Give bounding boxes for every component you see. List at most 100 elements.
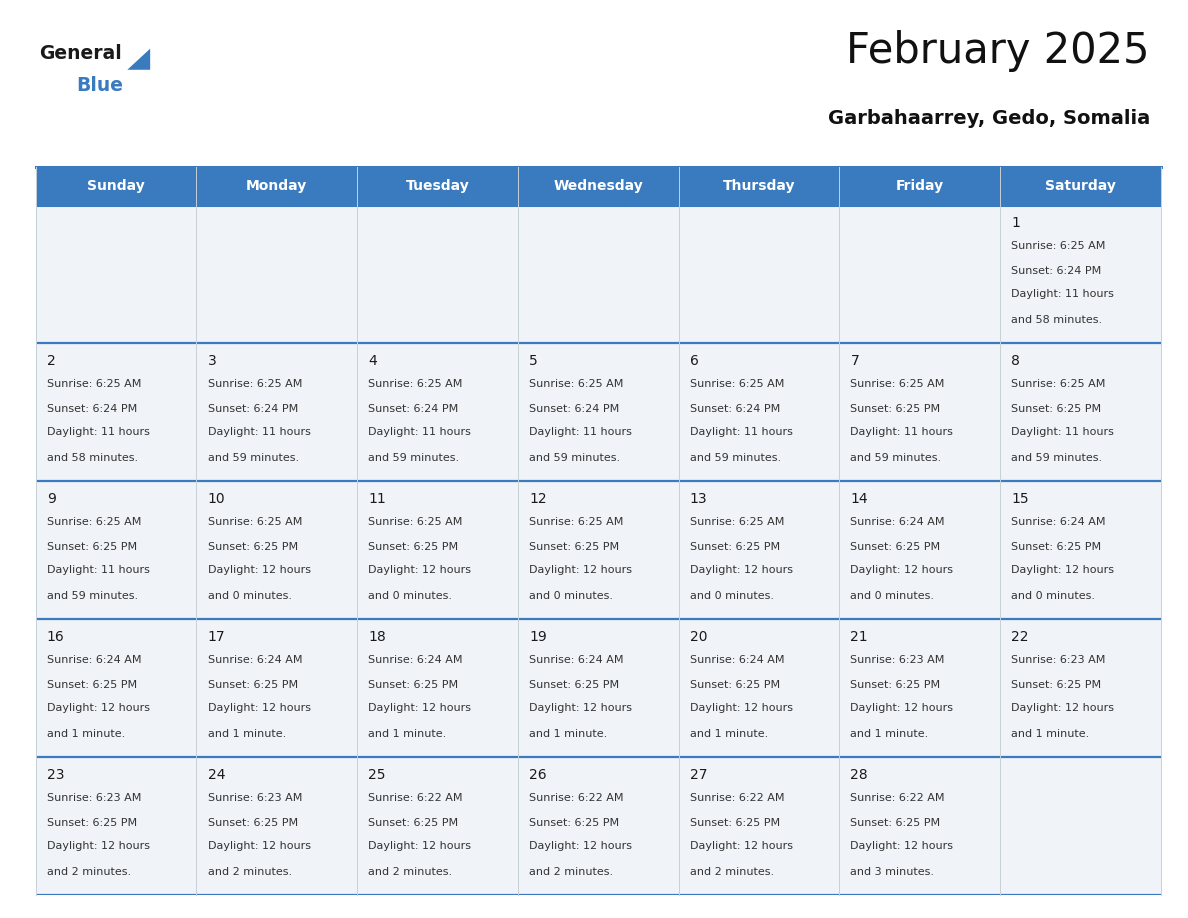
Text: and 0 minutes.: and 0 minutes. bbox=[690, 590, 773, 600]
Text: Sunrise: 6:23 AM: Sunrise: 6:23 AM bbox=[1011, 655, 1106, 665]
Text: Sunrise: 6:25 AM: Sunrise: 6:25 AM bbox=[851, 379, 944, 389]
Text: and 1 minute.: and 1 minute. bbox=[851, 729, 929, 739]
Text: Sunrise: 6:25 AM: Sunrise: 6:25 AM bbox=[1011, 241, 1106, 251]
Bar bbox=[358, 205, 518, 343]
Text: Daylight: 12 hours: Daylight: 12 hours bbox=[690, 841, 792, 851]
Bar bbox=[839, 481, 1000, 619]
Text: and 58 minutes.: and 58 minutes. bbox=[46, 453, 138, 463]
Text: Monday: Monday bbox=[246, 179, 308, 193]
Text: and 59 minutes.: and 59 minutes. bbox=[529, 453, 620, 463]
Text: Sunrise: 6:24 AM: Sunrise: 6:24 AM bbox=[208, 655, 302, 665]
Text: Daylight: 12 hours: Daylight: 12 hours bbox=[529, 841, 632, 851]
Text: and 59 minutes.: and 59 minutes. bbox=[46, 590, 138, 600]
Text: 6: 6 bbox=[690, 354, 699, 368]
Text: Sunrise: 6:23 AM: Sunrise: 6:23 AM bbox=[208, 793, 302, 803]
Text: 5: 5 bbox=[529, 354, 538, 368]
Text: and 0 minutes.: and 0 minutes. bbox=[368, 590, 453, 600]
Text: February 2025: February 2025 bbox=[847, 30, 1150, 73]
Text: Daylight: 11 hours: Daylight: 11 hours bbox=[46, 565, 150, 576]
Text: 3: 3 bbox=[208, 354, 216, 368]
Bar bbox=[839, 757, 1000, 895]
Text: Sunset: 6:24 PM: Sunset: 6:24 PM bbox=[529, 404, 619, 414]
Text: 24: 24 bbox=[208, 768, 225, 782]
Text: Sunset: 6:24 PM: Sunset: 6:24 PM bbox=[690, 404, 781, 414]
Text: Daylight: 12 hours: Daylight: 12 hours bbox=[208, 703, 310, 713]
Text: Thursday: Thursday bbox=[722, 179, 795, 193]
Text: Daylight: 12 hours: Daylight: 12 hours bbox=[208, 565, 310, 576]
Text: Sunset: 6:25 PM: Sunset: 6:25 PM bbox=[368, 679, 459, 689]
Text: 7: 7 bbox=[851, 354, 859, 368]
Bar bbox=[358, 343, 518, 481]
Text: Sunrise: 6:25 AM: Sunrise: 6:25 AM bbox=[208, 517, 302, 527]
Text: Daylight: 12 hours: Daylight: 12 hours bbox=[208, 841, 310, 851]
Text: Sunset: 6:25 PM: Sunset: 6:25 PM bbox=[1011, 679, 1101, 689]
Text: Daylight: 12 hours: Daylight: 12 hours bbox=[1011, 703, 1114, 713]
Text: Sunrise: 6:24 AM: Sunrise: 6:24 AM bbox=[1011, 517, 1106, 527]
Text: Sunrise: 6:22 AM: Sunrise: 6:22 AM bbox=[529, 793, 624, 803]
Bar bbox=[1000, 343, 1161, 481]
Bar bbox=[518, 343, 678, 481]
Bar bbox=[678, 343, 839, 481]
Text: Sunset: 6:25 PM: Sunset: 6:25 PM bbox=[690, 818, 779, 828]
Bar bbox=[36, 619, 196, 757]
Bar bbox=[839, 205, 1000, 343]
Text: and 0 minutes.: and 0 minutes. bbox=[1011, 590, 1095, 600]
Text: and 2 minutes.: and 2 minutes. bbox=[690, 867, 773, 877]
Bar bbox=[1000, 205, 1161, 343]
Text: and 59 minutes.: and 59 minutes. bbox=[851, 453, 942, 463]
Bar bbox=[196, 619, 358, 757]
Text: and 1 minute.: and 1 minute. bbox=[1011, 729, 1089, 739]
Text: Sunset: 6:24 PM: Sunset: 6:24 PM bbox=[368, 404, 459, 414]
Bar bbox=[678, 757, 839, 895]
Text: Sunset: 6:24 PM: Sunset: 6:24 PM bbox=[208, 404, 298, 414]
Bar bbox=[196, 205, 358, 343]
Text: Sunset: 6:25 PM: Sunset: 6:25 PM bbox=[1011, 404, 1101, 414]
Text: Sunrise: 6:22 AM: Sunrise: 6:22 AM bbox=[690, 793, 784, 803]
Text: Sunrise: 6:23 AM: Sunrise: 6:23 AM bbox=[46, 793, 141, 803]
Text: Sunset: 6:25 PM: Sunset: 6:25 PM bbox=[208, 818, 298, 828]
Text: Sunrise: 6:25 AM: Sunrise: 6:25 AM bbox=[368, 517, 462, 527]
Bar bbox=[518, 205, 678, 343]
Text: 27: 27 bbox=[690, 768, 707, 782]
Bar bbox=[1000, 481, 1161, 619]
Text: 2: 2 bbox=[46, 354, 56, 368]
Bar bbox=[196, 343, 358, 481]
Text: and 2 minutes.: and 2 minutes. bbox=[46, 867, 131, 877]
Bar bbox=[1000, 619, 1161, 757]
Text: Sunrise: 6:24 AM: Sunrise: 6:24 AM bbox=[529, 655, 624, 665]
Text: and 59 minutes.: and 59 minutes. bbox=[1011, 453, 1102, 463]
Text: Daylight: 12 hours: Daylight: 12 hours bbox=[368, 565, 472, 576]
Text: 11: 11 bbox=[368, 492, 386, 506]
Text: Sunset: 6:25 PM: Sunset: 6:25 PM bbox=[208, 679, 298, 689]
Text: Daylight: 11 hours: Daylight: 11 hours bbox=[368, 427, 472, 437]
Bar bbox=[36, 205, 196, 343]
Text: 12: 12 bbox=[529, 492, 546, 506]
Text: and 0 minutes.: and 0 minutes. bbox=[529, 590, 613, 600]
Text: Sunrise: 6:24 AM: Sunrise: 6:24 AM bbox=[851, 517, 944, 527]
Text: 21: 21 bbox=[851, 630, 868, 644]
Text: Sunday: Sunday bbox=[87, 179, 145, 193]
Bar bbox=[518, 757, 678, 895]
Text: 20: 20 bbox=[690, 630, 707, 644]
Text: Sunset: 6:25 PM: Sunset: 6:25 PM bbox=[690, 679, 779, 689]
Text: Sunset: 6:25 PM: Sunset: 6:25 PM bbox=[46, 679, 137, 689]
Text: and 0 minutes.: and 0 minutes. bbox=[208, 590, 291, 600]
Text: Daylight: 12 hours: Daylight: 12 hours bbox=[529, 703, 632, 713]
Text: Daylight: 12 hours: Daylight: 12 hours bbox=[529, 565, 632, 576]
Bar bbox=[36, 481, 196, 619]
Text: 4: 4 bbox=[368, 354, 377, 368]
Text: Daylight: 12 hours: Daylight: 12 hours bbox=[368, 703, 472, 713]
Text: Daylight: 12 hours: Daylight: 12 hours bbox=[851, 565, 954, 576]
Text: 15: 15 bbox=[1011, 492, 1029, 506]
Text: Daylight: 12 hours: Daylight: 12 hours bbox=[851, 703, 954, 713]
Text: and 3 minutes.: and 3 minutes. bbox=[851, 867, 935, 877]
Text: Sunrise: 6:23 AM: Sunrise: 6:23 AM bbox=[851, 655, 944, 665]
Text: Daylight: 11 hours: Daylight: 11 hours bbox=[46, 427, 150, 437]
Text: Sunset: 6:25 PM: Sunset: 6:25 PM bbox=[529, 542, 619, 552]
Text: Sunrise: 6:25 AM: Sunrise: 6:25 AM bbox=[46, 379, 141, 389]
Text: 22: 22 bbox=[1011, 630, 1029, 644]
Bar bbox=[1000, 757, 1161, 895]
Text: 1: 1 bbox=[1011, 216, 1020, 230]
Text: Sunrise: 6:25 AM: Sunrise: 6:25 AM bbox=[46, 517, 141, 527]
Text: Sunset: 6:25 PM: Sunset: 6:25 PM bbox=[368, 542, 459, 552]
